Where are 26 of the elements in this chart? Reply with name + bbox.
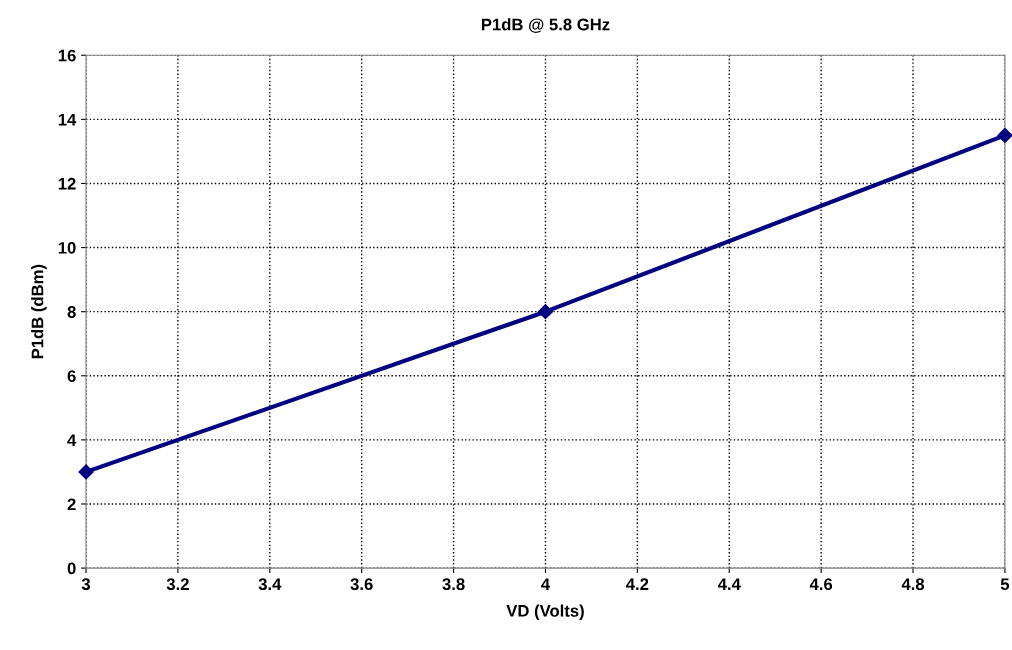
y-tick-label: 12: [58, 177, 76, 190]
x-tick-label: 4.6: [809, 578, 833, 591]
x-tick-label: 3.8: [442, 578, 465, 591]
y-tick-label: 10: [58, 241, 76, 254]
x-tick-label: 3.4: [258, 578, 282, 591]
x-tick-label: 3: [81, 578, 91, 591]
point: [78, 464, 94, 480]
y-tick-label: 2: [67, 498, 76, 511]
chart-title: P1dB @ 5.8 GHz: [481, 18, 610, 33]
y-tick-label: 0: [67, 562, 76, 575]
x-tick-label: 4.8: [901, 578, 925, 591]
x-tick-label: 4: [541, 578, 551, 590]
point: [997, 127, 1012, 143]
y-axis-title: P1dB (dBm): [31, 264, 47, 359]
x-tick-label: 3.6: [350, 578, 373, 591]
x-tick-label: 4.2: [626, 578, 649, 590]
x-tick-label: 4.4: [717, 578, 741, 590]
y-tick-label: 6: [67, 370, 76, 382]
point: [537, 304, 554, 320]
y-tick-label: 16: [58, 49, 76, 62]
y-tick-label: 14: [58, 113, 77, 126]
x-tick-label: 5: [1000, 578, 1010, 591]
x-tick-label: 3.2: [166, 578, 189, 591]
y-tick-label: 4: [67, 434, 77, 446]
x-axis-title: VD (Volts): [506, 604, 584, 621]
y-tick-label: 8: [67, 306, 76, 318]
